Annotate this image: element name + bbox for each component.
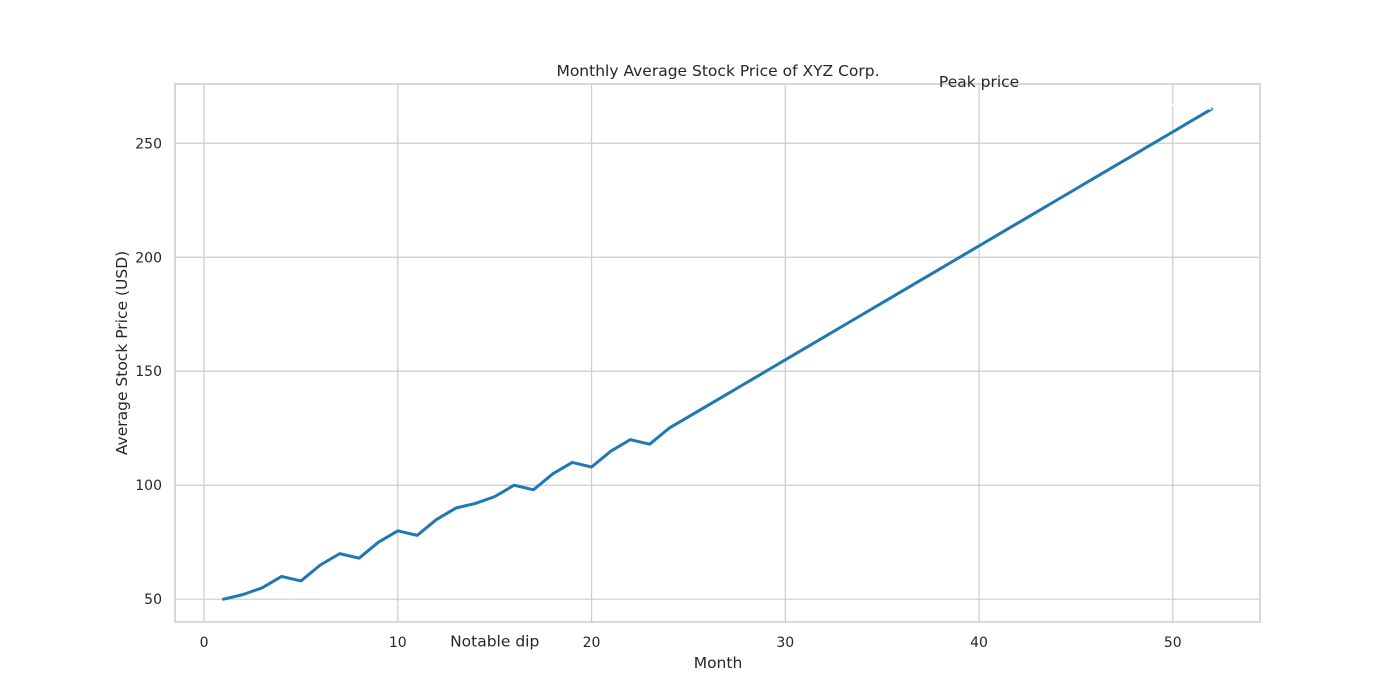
y-tick-label: 250 bbox=[135, 136, 162, 152]
series-line bbox=[221, 107, 1214, 601]
annotation-arrow bbox=[397, 603, 440, 621]
y-tick-labels: 50 100 150 200 250 bbox=[135, 136, 162, 608]
y-axis-label: Average Stock Price (USD) bbox=[113, 251, 131, 455]
x-tick-label: 10 bbox=[389, 635, 407, 651]
chart-title: Monthly Average Stock Price of XYZ Corp. bbox=[556, 62, 879, 80]
annotations: Peak price Notable dip bbox=[397, 73, 1212, 650]
annotation-arrow bbox=[1038, 88, 1212, 110]
x-tick-label: 20 bbox=[583, 635, 601, 651]
x-axis-label: Month bbox=[694, 654, 743, 672]
x-tick-label: 50 bbox=[1164, 635, 1182, 651]
x-tick-label: 0 bbox=[200, 635, 209, 651]
x-tick-labels: 0 10 20 30 40 50 bbox=[200, 635, 1182, 651]
grid-lines bbox=[175, 84, 1260, 622]
y-tick-label: 200 bbox=[135, 250, 162, 266]
annotation-label: Peak price bbox=[939, 73, 1019, 91]
x-tick-label: 30 bbox=[776, 635, 794, 651]
y-tick-label: 100 bbox=[135, 478, 162, 494]
annotation-label: Notable dip bbox=[450, 632, 539, 650]
y-tick-label: 50 bbox=[144, 592, 162, 608]
plot-frame bbox=[174, 83, 1261, 623]
y-tick-label: 150 bbox=[135, 364, 162, 380]
x-tick-label: 40 bbox=[970, 635, 988, 651]
